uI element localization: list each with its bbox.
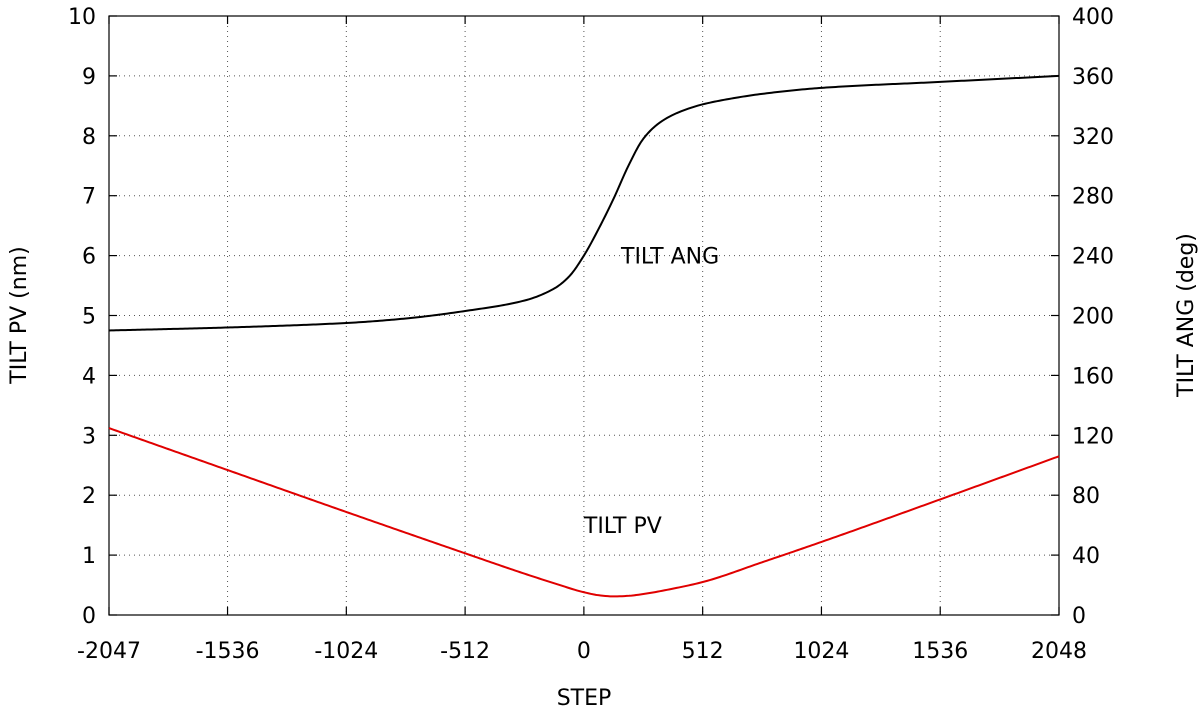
y-tick-label: 9 [82,65,96,90]
y2-tick-label: 280 [1072,185,1114,210]
annotation-tilt-pv: TILT PV [583,514,662,539]
y2-axis-title: TILT ANG (deg) [1174,233,1199,398]
y-tick-label: 3 [82,424,96,449]
y2-tick-label: 400 [1072,5,1114,30]
y2-tick-label: 80 [1072,484,1100,509]
x-tick-label: 1536 [912,639,968,664]
y2-tick-label: 40 [1072,544,1100,569]
y2-tick-label: 160 [1072,364,1114,389]
x-tick-label: 1024 [793,639,849,664]
y2-tick-label: 200 [1072,305,1114,330]
x-tick-label: -2047 [77,639,141,664]
y-tick-label: 4 [82,364,96,389]
y2-tick-label: 120 [1072,424,1114,449]
y2-tick-label: 240 [1072,245,1114,270]
annotation-tilt-ang: TILT ANG [620,245,719,270]
y-tick-label: 1 [82,544,96,569]
x-axis-title: STEP [557,686,612,711]
labels: -2047 -1536 -1024 -512 0 512 1024 1536 2048 0 1 2 3 4… [68,5,1114,664]
y2-tick-label: 320 [1072,125,1114,150]
y-tick-label: 5 [82,305,96,330]
x-tick-label: 512 [682,639,724,664]
series [108,74,1060,598]
y-tick-label: 6 [82,245,96,270]
x-tick-label: -512 [440,639,490,664]
y-tick-label: 0 [82,604,96,629]
x-tick-label: -1024 [314,639,378,664]
x-tick-label: -1536 [196,639,260,664]
y-tick-label: 7 [82,185,96,210]
x-tick-label: 0 [577,639,591,664]
series-tilt-pv-line [108,427,1060,598]
x-tick-label: 2048 [1031,639,1087,664]
series-tilt-ang-line [108,74,1060,332]
y-axis-title: TILT PV (nm) [7,246,32,384]
y2-tick-label: 360 [1072,65,1114,90]
y-tick-label: 8 [82,125,96,150]
ticks [108,15,1060,616]
y-tick-label: 10 [68,5,96,30]
y-tick-label: 2 [82,484,96,509]
y2-tick-label: 0 [1072,604,1086,629]
